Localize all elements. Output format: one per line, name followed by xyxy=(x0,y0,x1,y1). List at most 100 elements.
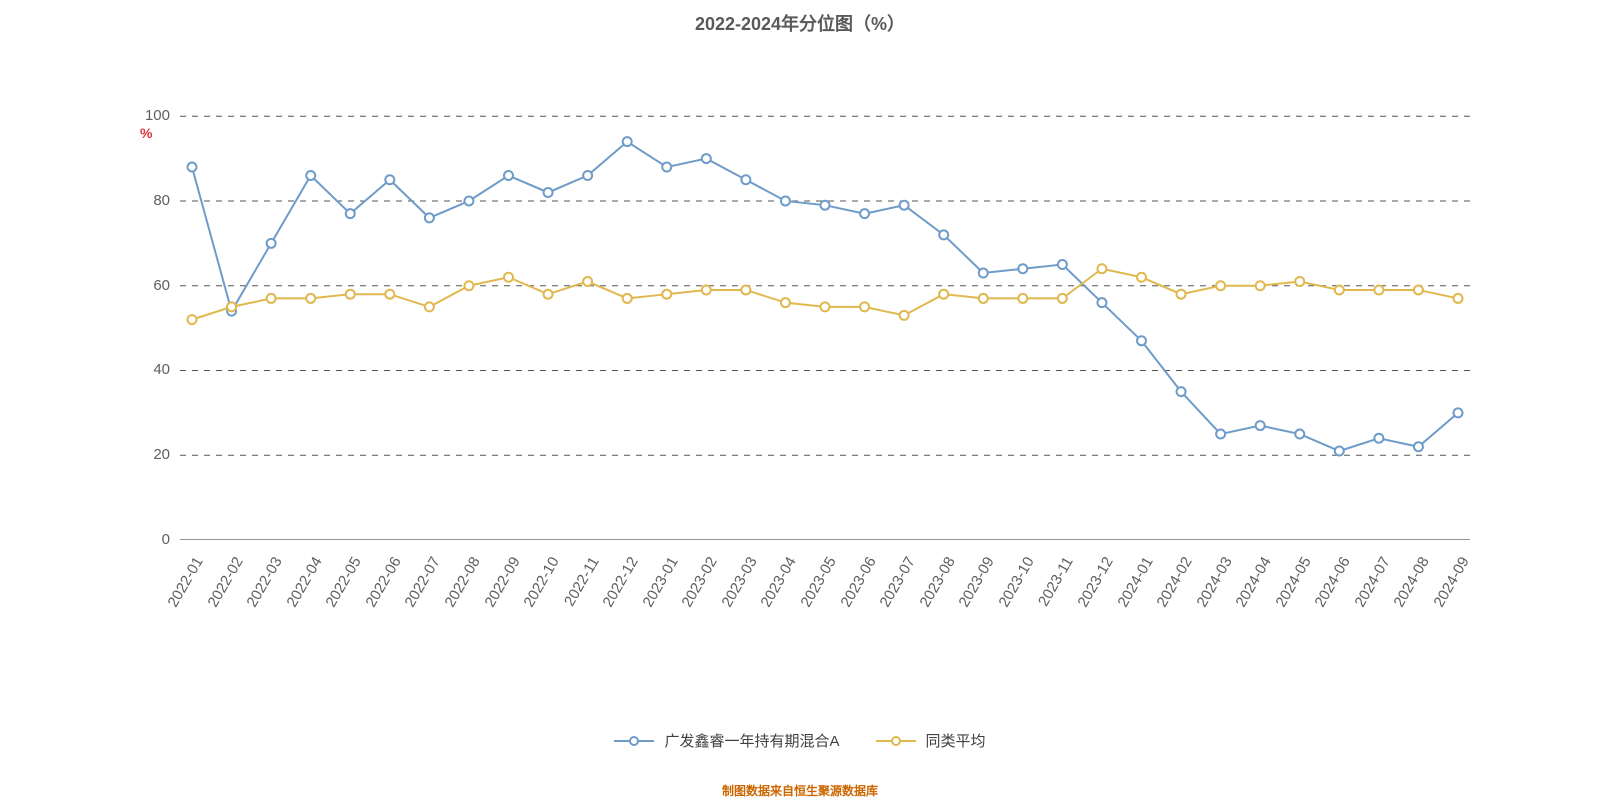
legend-label: 同类平均 xyxy=(926,730,986,751)
series-marker-1 xyxy=(1216,281,1225,290)
y-tick-label: 40 xyxy=(130,361,170,378)
y-axis-unit-label: % xyxy=(140,125,152,141)
series-marker-0 xyxy=(504,171,513,180)
x-tick-label: 2024-02 xyxy=(1154,554,1196,610)
series-marker-0 xyxy=(464,196,473,205)
chart-container: 2022-2024年分位图（%） % 广发鑫睿一年持有期混合A同类平均 制图数据… xyxy=(0,0,1600,800)
series-marker-1 xyxy=(1018,294,1027,303)
series-marker-1 xyxy=(1414,285,1423,294)
x-tick-label: 2024-01 xyxy=(1114,554,1156,610)
x-tick-label: 2023-11 xyxy=(1035,554,1077,609)
series-marker-0 xyxy=(741,175,750,184)
x-tick-label: 2022-05 xyxy=(323,554,365,610)
x-tick-label: 2023-06 xyxy=(837,554,879,610)
plot-area xyxy=(180,95,1470,540)
x-tick-label: 2023-04 xyxy=(758,554,800,610)
series-marker-1 xyxy=(267,294,276,303)
series-marker-1 xyxy=(741,285,750,294)
series-marker-1 xyxy=(781,298,790,307)
series-marker-0 xyxy=(900,201,909,210)
series-marker-0 xyxy=(544,188,553,197)
series-marker-0 xyxy=(1018,264,1027,273)
y-tick-label: 80 xyxy=(130,192,170,209)
x-tick-label: 2023-08 xyxy=(916,554,958,610)
series-marker-0 xyxy=(1137,336,1146,345)
series-marker-0 xyxy=(1335,447,1344,456)
chart-svg xyxy=(180,95,1470,540)
series-marker-0 xyxy=(267,239,276,248)
series-marker-1 xyxy=(583,277,592,286)
series-marker-1 xyxy=(939,290,948,299)
series-marker-1 xyxy=(1058,294,1067,303)
x-tick-label: 2023-10 xyxy=(995,554,1037,610)
x-tick-label: 2022-08 xyxy=(441,554,483,610)
series-marker-1 xyxy=(1295,277,1304,286)
series-marker-1 xyxy=(1137,273,1146,282)
series-marker-1 xyxy=(979,294,988,303)
series-marker-0 xyxy=(583,171,592,180)
y-tick-label: 0 xyxy=(130,531,170,548)
series-marker-1 xyxy=(227,302,236,311)
series-marker-0 xyxy=(1058,260,1067,269)
series-marker-1 xyxy=(1256,281,1265,290)
x-tick-label: 2022-04 xyxy=(283,554,325,610)
x-tick-label: 2023-12 xyxy=(1074,554,1116,610)
series-marker-1 xyxy=(504,273,513,282)
series-marker-0 xyxy=(1097,298,1106,307)
series-marker-1 xyxy=(1454,294,1463,303)
x-tick-label: 2024-03 xyxy=(1193,554,1235,610)
series-marker-1 xyxy=(1335,285,1344,294)
legend-label: 广发鑫睿一年持有期混合A xyxy=(664,730,839,751)
series-marker-0 xyxy=(1374,434,1383,443)
legend: 广发鑫睿一年持有期混合A 同类平均 xyxy=(0,730,1600,752)
x-tick-label: 2024-08 xyxy=(1391,554,1433,610)
series-marker-0 xyxy=(662,163,671,172)
x-tick-label: 2023-07 xyxy=(877,554,919,610)
series-marker-0 xyxy=(1414,442,1423,451)
x-tick-label: 2024-05 xyxy=(1272,554,1314,610)
x-tick-label: 2022-03 xyxy=(244,554,286,610)
series-marker-0 xyxy=(1454,408,1463,417)
x-tick-label: 2022-09 xyxy=(481,554,523,610)
series-marker-0 xyxy=(979,269,988,278)
series-marker-0 xyxy=(1177,387,1186,396)
x-tick-label: 2022-07 xyxy=(402,554,444,610)
series-marker-0 xyxy=(702,154,711,163)
series-marker-1 xyxy=(821,302,830,311)
series-marker-0 xyxy=(860,209,869,218)
y-tick-label: 60 xyxy=(130,277,170,294)
series-marker-0 xyxy=(939,230,948,239)
series-marker-1 xyxy=(464,281,473,290)
series-marker-1 xyxy=(306,294,315,303)
series-marker-1 xyxy=(544,290,553,299)
x-tick-label: 2022-01 xyxy=(164,554,206,610)
series-marker-1 xyxy=(623,294,632,303)
series-marker-0 xyxy=(1295,430,1304,439)
x-tick-label: 2022-02 xyxy=(204,554,246,610)
series-marker-0 xyxy=(188,163,197,172)
legend-item-0: 广发鑫睿一年持有期混合A xyxy=(614,730,839,751)
series-marker-1 xyxy=(1374,285,1383,294)
series-marker-0 xyxy=(385,175,394,184)
y-tick-label: 20 xyxy=(130,446,170,463)
x-tick-label: 2022-11 xyxy=(561,554,603,609)
legend-swatch xyxy=(876,734,916,748)
x-tick-label: 2024-07 xyxy=(1351,554,1393,610)
legend-swatch xyxy=(614,734,654,748)
series-marker-0 xyxy=(425,213,434,222)
series-marker-0 xyxy=(1216,430,1225,439)
x-tick-label: 2022-12 xyxy=(600,554,642,610)
x-tick-label: 2022-06 xyxy=(362,554,404,610)
series-marker-1 xyxy=(900,311,909,320)
y-tick-label: 100 xyxy=(130,107,170,124)
series-marker-0 xyxy=(781,196,790,205)
series-line-0 xyxy=(192,142,1458,451)
legend-item-1: 同类平均 xyxy=(876,730,986,751)
series-marker-1 xyxy=(702,285,711,294)
series-marker-0 xyxy=(821,201,830,210)
x-tick-label: 2023-05 xyxy=(797,554,839,610)
series-marker-0 xyxy=(306,171,315,180)
series-marker-0 xyxy=(346,209,355,218)
x-tick-label: 2023-09 xyxy=(956,554,998,610)
x-tick-label: 2024-04 xyxy=(1233,554,1275,610)
